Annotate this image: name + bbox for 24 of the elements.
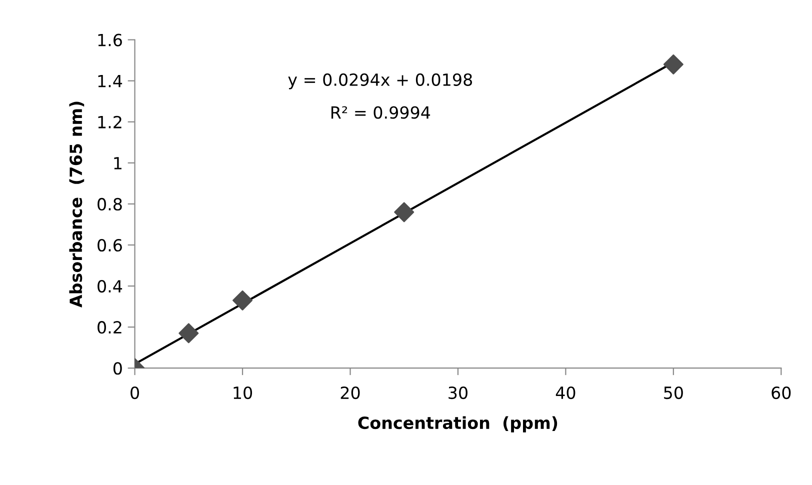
point: [178, 323, 199, 344]
y-tick-label: 1.4: [98, 74, 122, 88]
y-tick-label: 0.8: [98, 198, 122, 211]
y-tick-label: 0.6: [98, 238, 122, 252]
y-tick-label: 1: [114, 157, 122, 170]
y-tick-label: 0.4: [98, 280, 122, 293]
x-tick-label: 60: [772, 386, 791, 400]
annotation: y = 0.0294x + 0.0198: [288, 73, 472, 90]
annotation: R² = 0.9994: [331, 106, 430, 119]
x-tick-label: 20: [340, 386, 360, 400]
y-tick-label: 0: [113, 362, 122, 375]
x-tick-label: 30: [448, 386, 468, 400]
point: [232, 290, 253, 310]
y-tick-label: 1.6: [98, 34, 122, 46]
y-tick-label: 0.2: [98, 321, 122, 334]
x-tick-label: 50: [664, 386, 683, 400]
point: [394, 202, 414, 222]
x-tick-label: 40: [556, 386, 576, 400]
x-axis-title: Concentration (ppm): [358, 416, 558, 432]
x-tick-label: 0: [130, 386, 139, 400]
x-tick-label: 10: [234, 386, 252, 400]
point: [663, 54, 684, 74]
y-axis-title: Absorbance (765 nm): [69, 102, 84, 308]
y-tick-label: 1.2: [98, 116, 122, 128]
